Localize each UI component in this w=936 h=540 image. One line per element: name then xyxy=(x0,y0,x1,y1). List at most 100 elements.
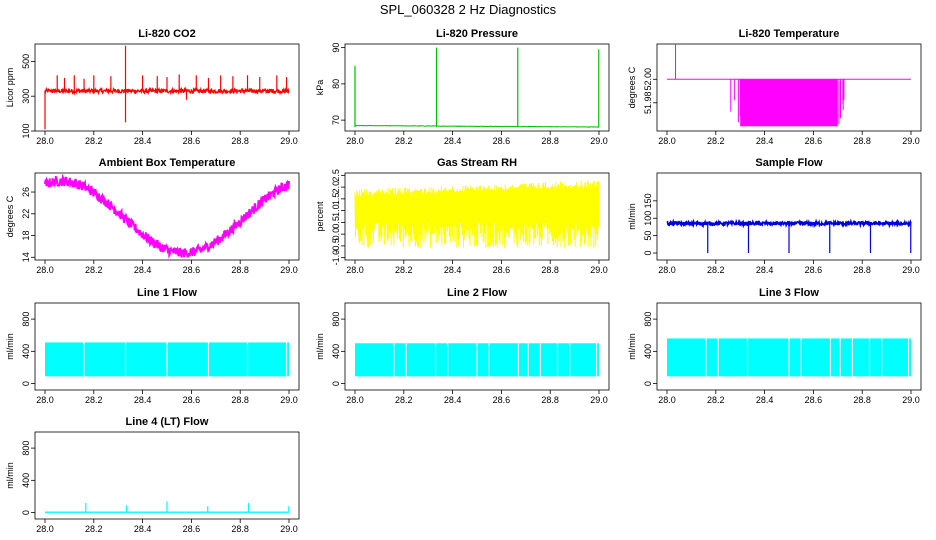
chart-title: Ambient Box Temperature xyxy=(99,157,236,169)
y-tick-label: 1.0 xyxy=(331,204,341,217)
chart-title: Sample Flow xyxy=(755,157,823,169)
chart-title: Li-820 Temperature xyxy=(739,28,840,40)
x-tick-label: 28.8 xyxy=(541,395,559,405)
x-tick-label: 28.8 xyxy=(853,265,871,275)
x-tick-label: 28.8 xyxy=(231,265,249,275)
y-tick-label: 100 xyxy=(21,123,31,138)
x-tick-label: 28.8 xyxy=(853,136,871,146)
x-tick-label: 29.0 xyxy=(280,395,298,405)
x-tick-label: 29.0 xyxy=(902,395,920,405)
x-tick-label: 29.0 xyxy=(280,136,298,146)
x-tick-label: 29.0 xyxy=(280,524,298,534)
y-tick-label: 0 xyxy=(643,251,653,256)
chart-temperature: Li-820 Temperature 28.0 28.2 28.4 28.6 28.8 29… xyxy=(627,28,922,146)
y-axis-label: ml/min xyxy=(627,333,637,360)
x-tick-label: 28.6 xyxy=(183,265,201,275)
x-tick-label: 28.8 xyxy=(853,395,871,405)
chart-title: Li-820 CO2 xyxy=(138,28,195,40)
y-tick-label: 0.5 xyxy=(331,216,341,229)
y-tick-label: 2.0 xyxy=(331,181,341,194)
x-tick-label: 28.0 xyxy=(658,265,676,275)
x-tick-label: 28.8 xyxy=(541,136,559,146)
x-tick-label: 28.4 xyxy=(134,395,152,405)
plot-frame xyxy=(34,172,300,261)
y-tick-label: 400 xyxy=(21,473,31,488)
chart-co2: Li-820 CO2 28.0 28.2 28.4 28.6 28.8 29.0 100 300… xyxy=(5,28,300,146)
y-tick-label: 150 xyxy=(643,193,653,208)
figure-title: SPL_060328 2 Hz Diagnostics xyxy=(379,2,557,17)
x-tick-label: 28.0 xyxy=(658,395,676,405)
y-tick-label: 51.98 xyxy=(643,92,653,115)
x-tick-label: 28.6 xyxy=(183,524,201,534)
chart-title: Line 3 Flow xyxy=(759,287,819,299)
y-tick-label: 400 xyxy=(331,344,341,359)
x-tick-label: 28.4 xyxy=(444,265,462,275)
x-tick-label: 29.0 xyxy=(590,265,608,275)
y-tick-label: 14 xyxy=(21,252,31,262)
x-tick-label: 28.8 xyxy=(541,265,559,275)
y-axis-label: ml/min xyxy=(5,333,15,360)
y-tick-label: 70 xyxy=(331,115,341,125)
chart-title: Li-820 Pressure xyxy=(436,28,518,40)
x-tick-label: 28.2 xyxy=(707,265,725,275)
y-tick-label: 18 xyxy=(21,231,31,241)
x-tick-label: 28.0 xyxy=(36,524,54,534)
x-tick-label: 28.8 xyxy=(231,136,249,146)
y-axis-label: ml/min xyxy=(5,462,15,489)
y-tick-label: 0 xyxy=(331,381,341,386)
x-tick-label: 28.2 xyxy=(707,395,725,405)
y-tick-label: 2.5 xyxy=(331,169,341,182)
x-tick-label: 28.4 xyxy=(756,395,774,405)
y-tick-label: 0 xyxy=(21,381,31,386)
chart-title: Gas Stream RH xyxy=(437,157,517,169)
y-tick-label: 300 xyxy=(21,89,31,104)
chart-rh: Gas Stream RH 28.0 28.2 28.4 28.6 28.8 29.0 -1.… xyxy=(315,157,610,275)
chart-line3: Line 3 Flow 28.0 28.2 28.4 28.6 28.8 29.0 0 400 8… xyxy=(627,287,922,405)
y-tick-label: 0.0 xyxy=(331,228,341,241)
plot-frame xyxy=(656,172,922,261)
x-tick-label: 29.0 xyxy=(280,265,298,275)
x-tick-label: 28.0 xyxy=(346,136,364,146)
plot-frame xyxy=(344,302,610,391)
chart-sample: Sample Flow 28.0 28.2 28.4 28.6 28.8 29.0 0 50 10… xyxy=(627,157,922,275)
x-tick-label: 28.0 xyxy=(36,136,54,146)
x-tick-label: 28.2 xyxy=(395,136,413,146)
chart-pressure: Li-820 Pressure 28.0 28.2 28.4 28.6 28.8 29.0 7… xyxy=(315,28,610,146)
x-tick-label: 28.4 xyxy=(756,136,774,146)
y-tick-label: 800 xyxy=(331,312,341,327)
y-tick-label: 400 xyxy=(21,344,31,359)
y-tick-label: -1.0 xyxy=(331,250,341,266)
x-tick-label: 28.6 xyxy=(183,395,201,405)
x-tick-label: 28.0 xyxy=(346,395,364,405)
y-axis-label: kPa xyxy=(315,80,325,96)
y-tick-label: 800 xyxy=(21,312,31,327)
x-tick-label: 28.6 xyxy=(805,265,823,275)
x-tick-label: 28.6 xyxy=(805,395,823,405)
x-tick-label: 28.2 xyxy=(395,395,413,405)
plot-frame xyxy=(34,431,300,520)
chart-title: Line 2 Flow xyxy=(447,287,507,299)
x-tick-label: 28.4 xyxy=(756,265,774,275)
y-tick-label: 0 xyxy=(21,510,31,515)
y-tick-label: 26 xyxy=(21,187,31,197)
chart-line4: Line 4 (LT) Flow 28.0 28.2 28.4 28.6 28.8 29.0… xyxy=(5,416,300,534)
x-tick-label: 28.4 xyxy=(444,395,462,405)
chart-title: Line 4 (LT) Flow xyxy=(126,416,209,428)
x-tick-label: 28.6 xyxy=(183,136,201,146)
y-axis-label: degrees C xyxy=(627,66,637,108)
x-tick-label: 28.2 xyxy=(85,265,103,275)
plot-frame xyxy=(34,302,300,391)
series-line xyxy=(354,180,600,249)
x-tick-label: 28.2 xyxy=(85,395,103,405)
x-tick-label: 28.0 xyxy=(36,395,54,405)
plot-frame xyxy=(34,43,300,132)
y-axis-label: degrees C xyxy=(5,195,15,237)
x-tick-label: 28.2 xyxy=(707,136,725,146)
x-tick-label: 28.6 xyxy=(493,395,511,405)
y-tick-label: 500 xyxy=(21,54,31,69)
y-tick-label: 1.5 xyxy=(331,193,341,206)
x-tick-label: 28.4 xyxy=(134,265,152,275)
plot-frame xyxy=(344,43,610,132)
x-tick-label: 28.6 xyxy=(493,136,511,146)
